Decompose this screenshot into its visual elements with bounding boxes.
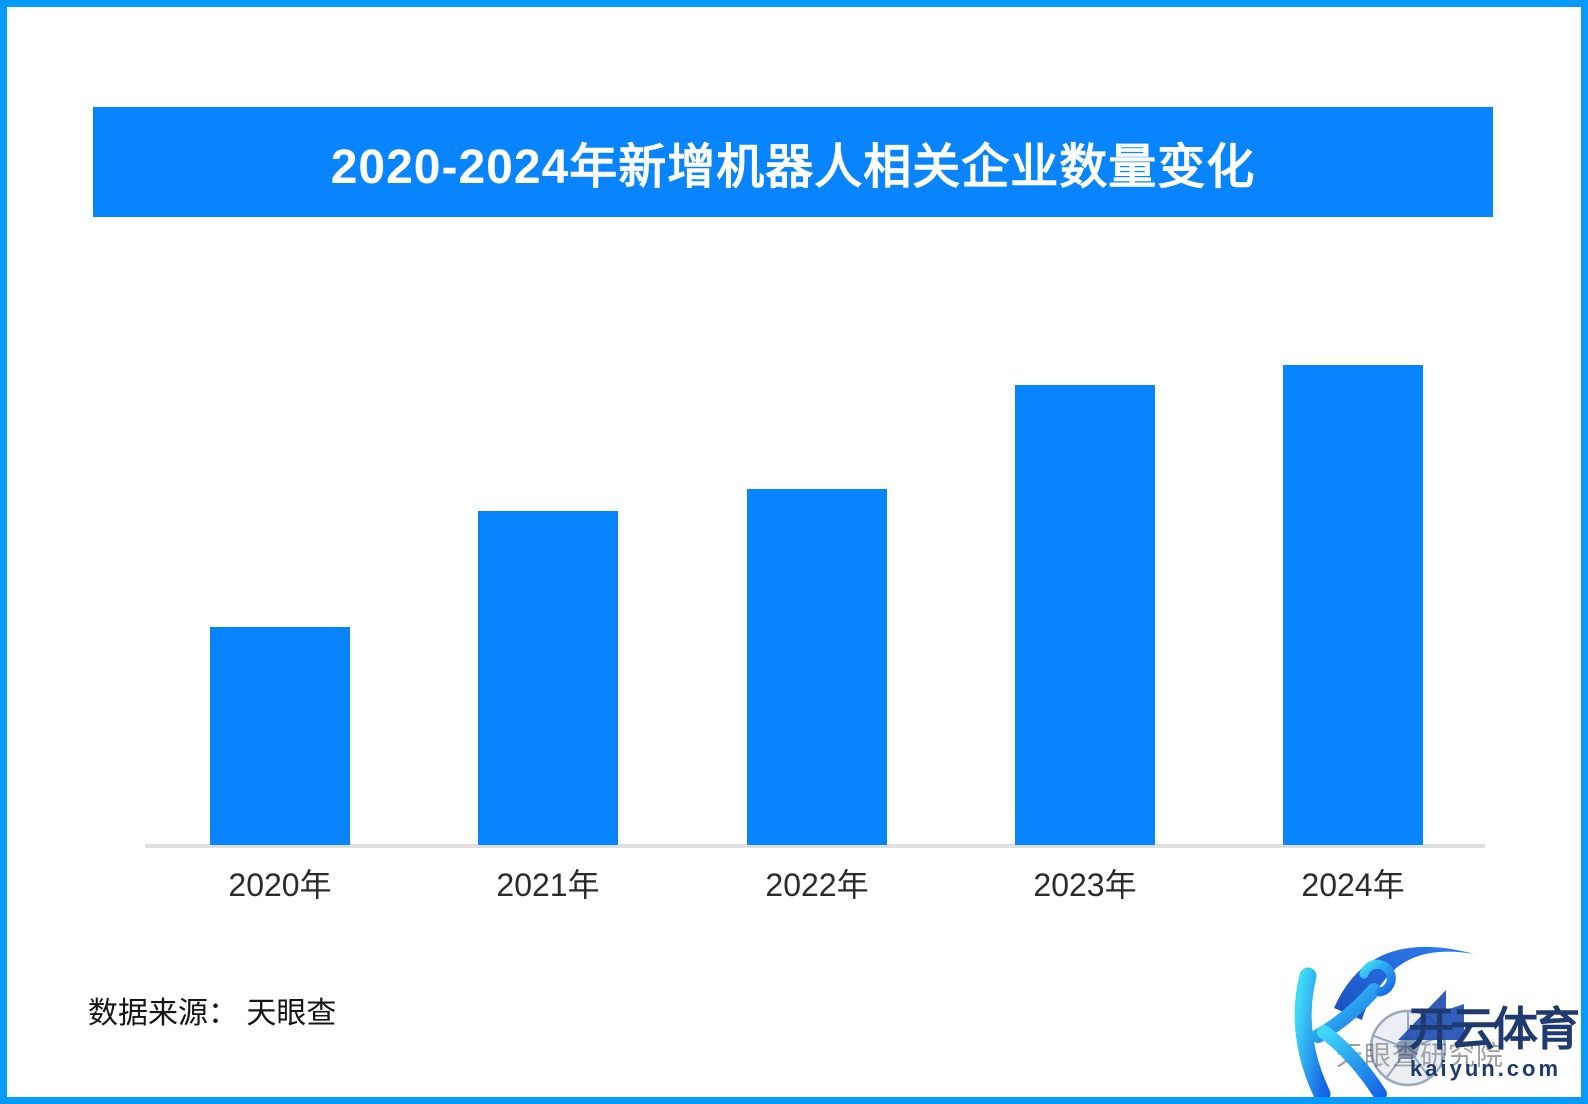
chart-title: 2020-2024年新增机器人相关企业数量变化 [330, 141, 1256, 194]
sail-house-shape [1398, 990, 1464, 1040]
bar-2022年 [747, 489, 887, 845]
x-axis-line [145, 844, 1485, 848]
watermark-url-text: kaiyun.com [1410, 1056, 1562, 1081]
x-axis-label-2024年: 2024年 [1301, 867, 1405, 903]
bar-2020年 [210, 627, 350, 845]
bar-2023年 [1015, 385, 1155, 845]
title-banner: 2020-2024年新增机器人相关企业数量变化 [93, 107, 1493, 217]
data-source-label: 数据来源： 天眼查 [88, 997, 337, 1030]
x-axis-label-2023年: 2023年 [1033, 867, 1137, 903]
kaiyun-logo-icon [1294, 946, 1474, 1097]
x-axis-label-2020年: 2020年 [228, 867, 332, 903]
watermark: 天眼查研究院 [1270, 918, 1581, 1097]
bar-2021年 [478, 511, 618, 845]
k-letter-shape [1294, 959, 1396, 1097]
x-axis-label-2022年: 2022年 [765, 867, 869, 903]
watermark-brand-text: 开云体育 [1408, 1003, 1580, 1055]
bar-2024年 [1283, 365, 1423, 845]
x-axis-label-2021年: 2021年 [496, 867, 600, 903]
